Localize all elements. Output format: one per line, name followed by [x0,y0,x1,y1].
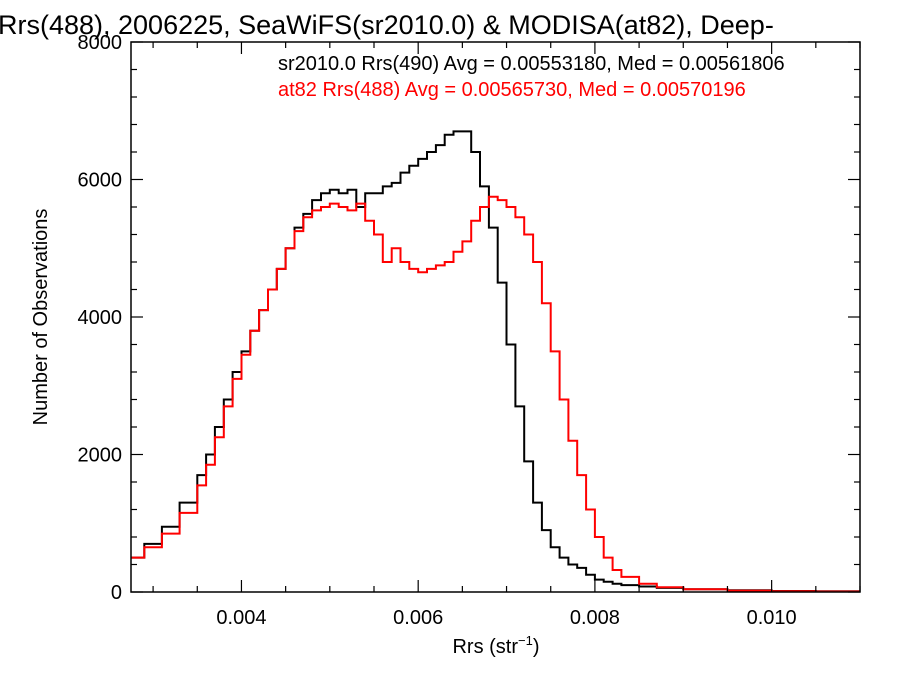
x-axis-label-superscript: −1 [518,633,533,648]
chart-title: Rrs(488), 2006225, SeaWiFS(sr2010.0) & M… [0,10,774,40]
series-line-modisa [131,195,860,592]
y-tick-label: 8000 [78,32,123,54]
series-line-seawifs [131,130,860,592]
series-layer [131,130,860,592]
x-axis-label-main: Rrs (str [452,636,518,658]
y-tick-label: 6000 [78,170,123,192]
y-axis-ticks: 0 2000 4000 6000 8000 [78,32,860,604]
x-axis-ticks: 0.004 0.006 0.008 0.010 [152,42,861,629]
y-axis-label: Number of Observations [30,209,52,426]
x-tick-label: 0.006 [393,607,443,629]
y-tick-label: 2000 [78,445,123,467]
x-tick-label: 0.004 [216,607,266,629]
stats-annotation-modisa: at82 Rrs(488) Avg = 0.00565730, Med = 0.… [278,79,746,101]
x-tick-label: 0.008 [570,607,620,629]
stats-annotation-seawifs: sr2010.0 Rrs(490) Avg = 0.00553180, Med … [278,53,785,75]
plot-frame [130,41,861,593]
y-tick-label: 0 [111,582,122,604]
x-axis-label-end: ) [533,636,540,658]
x-tick-label: 0.010 [747,607,797,629]
y-tick-label: 4000 [78,307,123,329]
x-axis-label: Rrs (str−1) [452,633,539,658]
